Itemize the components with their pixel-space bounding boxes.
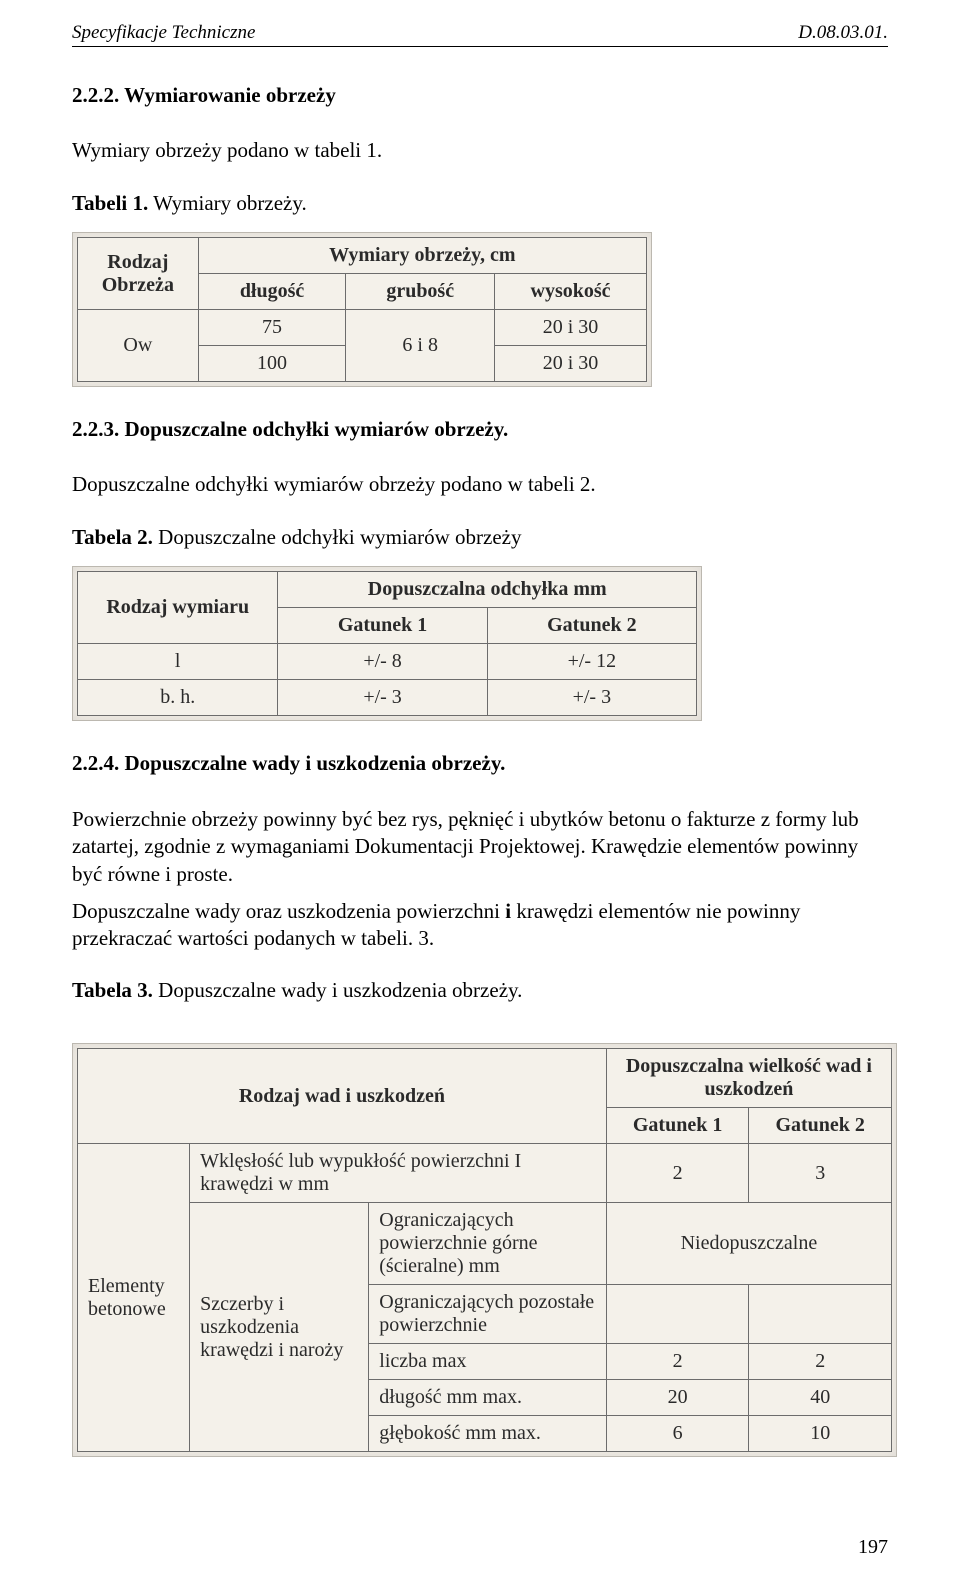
t3-r1-g2: 3 — [749, 1144, 892, 1203]
page-header: Specyfikacje Techniczne D.08.03.01. — [72, 22, 888, 47]
table1: Rodzaj Obrzeża Wymiary obrzeży, cm długo… — [77, 237, 647, 382]
t3-r3-b: Ograniczających pozostałe powierzchnie — [369, 1285, 607, 1344]
t2-h-g1: Gatunek 1 — [278, 608, 487, 644]
table-row: Rodzaj wymiaru Dopuszczalna odchyłka mm — [78, 572, 697, 608]
t1-h-rodzaj: Rodzaj Obrzeża — [78, 238, 199, 310]
t3-r5-b: długość mm max. — [369, 1380, 607, 1416]
table2-caption-rest: Dopuszczalne odchyłki wymiarów obrzeży — [153, 525, 522, 549]
t3-r2-a: Szczerby i uszkodzenia krawędzi i naroży — [190, 1203, 369, 1452]
t3-r1-c1: Wklęsłość lub wypukłość powierzchni I kr… — [190, 1144, 607, 1203]
table1-wrap: Rodzaj Obrzeża Wymiary obrzeży, cm długo… — [72, 232, 652, 387]
table-row: b. h. +/- 3 +/- 3 — [78, 680, 697, 716]
t1-r1-wy: 20 i 30 — [495, 310, 647, 346]
t3-r4-g2: 2 — [749, 1344, 892, 1380]
t3-r2-b: Ograniczających powierzchnie górne (ście… — [369, 1203, 607, 1285]
table3-wrap: Rodzaj wad i uszkodzeń Dopuszczalna wiel… — [72, 1043, 897, 1457]
section-224-p2a: Dopuszczalne wady oraz uszkodzenia powie… — [72, 899, 505, 923]
section-224-title: 2.2.4. Dopuszczalne wady i uszkodzenia o… — [72, 751, 888, 776]
t2-r2-c1: b. h. — [78, 680, 278, 716]
t1-r2-wy: 20 i 30 — [495, 346, 647, 382]
t1-h-dl: długość — [198, 274, 346, 310]
t2-h-do: Dopuszczalna odchyłka mm — [278, 572, 697, 608]
table-row: l +/- 8 +/- 12 — [78, 644, 697, 680]
table2-caption-bold: Tabela 2. — [72, 525, 153, 549]
t3-r1-g1: 2 — [606, 1144, 749, 1203]
t1-h-wy: wysokość — [495, 274, 647, 310]
table3-caption: Tabela 3. Dopuszczalne wady i uszkodzeni… — [72, 978, 888, 1003]
t3-r6-g1: 6 — [606, 1416, 749, 1452]
table-row: Elementy betonowe Wklęsłość lub wypukłoś… — [78, 1144, 892, 1203]
t1-r1-rodzaj: Ow — [78, 310, 199, 382]
section-224-p2: Dopuszczalne wady oraz uszkodzenia powie… — [72, 898, 888, 953]
table3: Rodzaj wad i uszkodzeń Dopuszczalna wiel… — [77, 1048, 892, 1452]
t3-r4-b: liczba max — [369, 1344, 607, 1380]
t3-r5-g1: 20 — [606, 1380, 749, 1416]
table2-wrap: Rodzaj wymiaru Dopuszczalna odchyłka mm … — [72, 566, 702, 721]
page-number: 197 — [858, 1536, 888, 1559]
t1-h-wymiary: Wymiary obrzeży, cm — [198, 238, 646, 274]
t2-r1-c1: l — [78, 644, 278, 680]
t2-r1-c2: +/- 8 — [278, 644, 487, 680]
t3-h-dw: Dopuszczalna wielkość wad i uszkodzeń — [606, 1049, 891, 1108]
table1-caption-bold: Tabeli 1. — [72, 191, 148, 215]
table-row: Szczerby i uszkodzenia krawędzi i naroży… — [78, 1203, 892, 1285]
t3-h-rw: Rodzaj wad i uszkodzeń — [78, 1049, 607, 1144]
table1-caption-rest: Wymiary obrzeży. — [148, 191, 307, 215]
section-222-intro: Wymiary obrzeży podano w tabeli 1. — [72, 138, 888, 163]
table-row: Rodzaj wad i uszkodzeń Dopuszczalna wiel… — [78, 1049, 892, 1108]
table1-caption: Tabeli 1. Wymiary obrzeży. — [72, 191, 888, 216]
t3-r6-g2: 10 — [749, 1416, 892, 1452]
t2-r2-c2: +/- 3 — [278, 680, 487, 716]
t3-h-g1: Gatunek 1 — [606, 1108, 749, 1144]
table3-caption-bold: Tabela 3. — [72, 978, 153, 1002]
t2-h-rw: Rodzaj wymiaru — [78, 572, 278, 644]
t1-r2-dl: 100 — [198, 346, 346, 382]
table3-caption-rest: Dopuszczalne wady i uszkodzenia obrzeży. — [153, 978, 522, 1002]
t3-r4-g1: 2 — [606, 1344, 749, 1380]
t3-r3-g2 — [749, 1285, 892, 1344]
table-row: Rodzaj Obrzeża Wymiary obrzeży, cm — [78, 238, 647, 274]
section-222-title: 2.2.2. Wymiarowanie obrzeży — [72, 83, 888, 108]
t1-r1-dl: 75 — [198, 310, 346, 346]
section-224-p1: Powierzchnie obrzeży powinny być bez rys… — [72, 806, 888, 888]
section-223-intro: Dopuszczalne odchyłki wymiarów obrzeży p… — [72, 472, 888, 497]
t2-r1-c3: +/- 12 — [487, 644, 696, 680]
t3-r3-g1 — [606, 1285, 749, 1344]
table-row: Ow 75 6 i 8 20 i 30 — [78, 310, 647, 346]
header-left: Specyfikacje Techniczne — [72, 22, 255, 44]
header-right: D.08.03.01. — [798, 22, 888, 44]
t1-r1-gr: 6 i 8 — [346, 310, 495, 382]
t3-rows-label: Elementy betonowe — [78, 1144, 190, 1452]
t3-h-g2: Gatunek 2 — [749, 1108, 892, 1144]
t2-r2-c3: +/- 3 — [487, 680, 696, 716]
t3-r6-b: głębokość mm max. — [369, 1416, 607, 1452]
t3-r2-g: Niedopuszczalne — [606, 1203, 891, 1285]
table2-caption: Tabela 2. Dopuszczalne odchyłki wymiarów… — [72, 525, 888, 550]
table2: Rodzaj wymiaru Dopuszczalna odchyłka mm … — [77, 571, 697, 716]
t1-h-gr: grubość — [346, 274, 495, 310]
t3-r5-g2: 40 — [749, 1380, 892, 1416]
section-223-title: 2.2.3. Dopuszczalne odchyłki wymiarów ob… — [72, 417, 888, 442]
t2-h-g2: Gatunek 2 — [487, 608, 696, 644]
